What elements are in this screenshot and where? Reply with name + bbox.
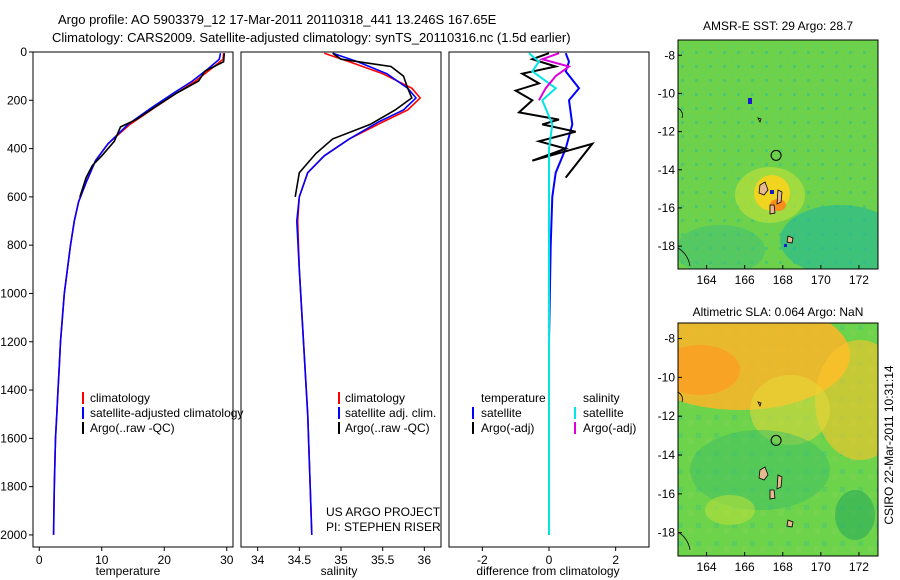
map-y-tick-label: -10 bbox=[658, 370, 676, 384]
x-tick-label: -2 bbox=[477, 553, 488, 567]
project-annotation: US ARGO PROJECT bbox=[326, 505, 441, 519]
legend-sal-satellite: satellite bbox=[583, 406, 624, 420]
temperature-series-climatology bbox=[52, 53, 225, 535]
temperature-series-argo-raw-qc- bbox=[79, 53, 226, 198]
salinity-series-satellite-adj-clim- bbox=[295, 52, 418, 535]
y-tick-label: 400 bbox=[7, 142, 27, 156]
temperature-legend: climatology satellite-adjusted climatolo… bbox=[82, 391, 243, 435]
map-x-tick-label: 168 bbox=[773, 560, 793, 574]
map-y-tick-label: -18 bbox=[658, 239, 676, 253]
difference-legend: temperature salinity satellite Argo(-adj… bbox=[472, 391, 636, 435]
x-tick-label: 30 bbox=[220, 553, 234, 567]
sst-map-panel: AMSR-E SST: 29 Argo: 28.7 bbox=[658, 19, 879, 287]
map-y-tick-label: -16 bbox=[658, 487, 676, 501]
difference-series-salinity-satellite bbox=[528, 52, 558, 535]
map-y-tick-label: -14 bbox=[658, 448, 676, 462]
sla-map-title: Altimetric SLA: 0.064 Argo: NaN bbox=[693, 305, 864, 319]
map-x-tick-label: 172 bbox=[849, 273, 869, 287]
y-tick-label: 1000 bbox=[0, 286, 27, 300]
difference-xlabel: difference from climatology bbox=[476, 564, 619, 578]
difference-series-temperature-satellite bbox=[548, 52, 581, 535]
argo-location-marker bbox=[770, 149, 782, 161]
x-tick-label: 34 bbox=[251, 553, 265, 567]
map-y-tick-label: -14 bbox=[658, 163, 676, 177]
x-tick-label: 0 bbox=[546, 553, 553, 567]
sla-map-frame bbox=[677, 322, 879, 557]
title-line-2: Climatology: CARS2009. Satellite-adjuste… bbox=[52, 30, 571, 45]
difference-series-temperature-argo-adj- bbox=[513, 52, 595, 179]
x-tick-label: 2 bbox=[612, 553, 619, 567]
x-tick-label: 35 bbox=[334, 553, 348, 567]
map-x-tick-label: 168 bbox=[773, 273, 793, 287]
x-tick-label: 20 bbox=[158, 553, 172, 567]
salinity-axes-frame bbox=[240, 51, 442, 548]
y-tick-label: 1600 bbox=[0, 431, 27, 445]
sst-map-title: AMSR-E SST: 29 Argo: 28.7 bbox=[703, 19, 853, 33]
y-tick-label: 1200 bbox=[0, 335, 27, 349]
temperature-axes-frame bbox=[32, 51, 234, 548]
salinity-panel: 34 34.5 35 35.5 36 salinity climatology sate… bbox=[240, 51, 442, 578]
map-x-tick-label: 166 bbox=[735, 273, 755, 287]
legend-climatology: climatology bbox=[345, 391, 405, 405]
temperature-xlabel: temperature bbox=[96, 564, 161, 578]
map-x-tick-label: 166 bbox=[735, 560, 755, 574]
map-y-tick-label: -18 bbox=[658, 526, 676, 540]
x-tick-label: 36 bbox=[418, 553, 432, 567]
map-x-tick-label: 170 bbox=[811, 273, 831, 287]
temperature-panel: 0 10 20 30 0 200 400 600 800 1000 1200 1400 1600 1800… bbox=[0, 45, 243, 578]
y-tick-label: 800 bbox=[7, 238, 27, 252]
map-y-tick-label: -10 bbox=[658, 86, 676, 100]
difference-series-salinity-argo-adj- bbox=[538, 52, 572, 101]
legend-satellite-adjusted: satellite-adjusted climatology bbox=[90, 406, 243, 420]
map-x-tick-label: 164 bbox=[697, 273, 717, 287]
salinity-series-climatology bbox=[296, 52, 422, 535]
x-tick-label: 10 bbox=[95, 553, 109, 567]
y-tick-label: 0 bbox=[20, 45, 27, 59]
map-y-tick-label: -16 bbox=[658, 201, 676, 215]
map-x-tick-label: 172 bbox=[849, 560, 869, 574]
map-x-tick-label: 170 bbox=[811, 560, 831, 574]
sla-map-panel: Altimetric SLA: 0.064 Argo: NaN 164 166 16… bbox=[658, 305, 879, 574]
sst-map-frame bbox=[677, 39, 879, 270]
map-y-tick-label: -8 bbox=[664, 332, 675, 346]
temperature-series-satellite-adjusted-climatology bbox=[52, 53, 222, 535]
legend-temp-satellite: satellite bbox=[481, 406, 522, 420]
map-y-tick-label: -8 bbox=[664, 48, 675, 62]
legend-header-temperature: temperature bbox=[481, 391, 546, 405]
legend-sal-argo: Argo(-adj) bbox=[583, 421, 636, 435]
title-line-1: Argo profile: AO 5903379_12 17-Mar-2011 … bbox=[58, 12, 497, 27]
x-tick-label: 35.5 bbox=[371, 553, 395, 567]
y-tick-label: 600 bbox=[7, 190, 27, 204]
y-tick-label: 2000 bbox=[0, 528, 27, 542]
legend-temp-argo: Argo(-adj) bbox=[481, 421, 534, 435]
legend-header-salinity: salinity bbox=[583, 391, 620, 405]
side-timestamp: CSIRO 22-Mar-2011 10:31:14 bbox=[882, 365, 896, 525]
difference-panel: -2 0 2 difference from climatology tempera… bbox=[448, 51, 650, 578]
x-tick-label: 0 bbox=[36, 553, 43, 567]
legend-argo: Argo(..raw -QC) bbox=[90, 421, 175, 435]
map-y-tick-label: -12 bbox=[658, 125, 676, 139]
salinity-xlabel: salinity bbox=[321, 564, 358, 578]
legend-climatology: climatology bbox=[90, 391, 150, 405]
y-tick-label: 200 bbox=[7, 93, 27, 107]
salinity-legend: climatology satellite adj. clim. Argo(..… bbox=[338, 391, 436, 435]
legend-argo: Argo(..raw -QC) bbox=[345, 421, 430, 435]
legend-satellite: satellite adj. clim. bbox=[345, 406, 436, 420]
map-x-tick-label: 164 bbox=[697, 560, 717, 574]
salinity-series-argo-raw-qc- bbox=[294, 52, 413, 198]
y-tick-label: 1800 bbox=[0, 480, 27, 494]
y-tick-label: 1400 bbox=[0, 383, 27, 397]
map-y-tick-label: -12 bbox=[658, 409, 676, 423]
x-tick-label: 34.5 bbox=[288, 553, 312, 567]
pi-annotation: PI: STEPHEN RISER bbox=[326, 520, 441, 534]
argo-location-marker bbox=[770, 434, 782, 446]
